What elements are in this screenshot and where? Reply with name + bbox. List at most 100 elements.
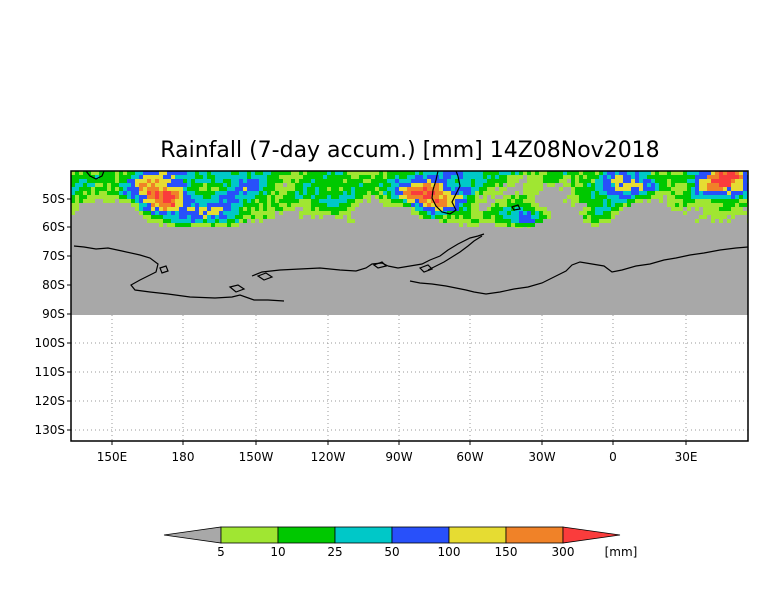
rain-cell [195, 211, 199, 215]
rain-cell [735, 171, 739, 175]
rain-cell [163, 179, 167, 183]
rain-cell [607, 191, 611, 195]
rain-cell [587, 183, 591, 187]
rain-cell [83, 179, 87, 183]
antarctica-coast-east [387, 233, 485, 269]
rain-cell [603, 211, 607, 215]
rain-cell [451, 211, 455, 215]
rain-cell [455, 215, 459, 219]
rain-cell [651, 183, 655, 187]
rain-cell [527, 223, 531, 227]
rain-cell [495, 175, 499, 179]
rain-cell [427, 183, 431, 187]
rain-cell [287, 171, 291, 175]
rain-cell [463, 191, 467, 195]
rain-cell [619, 199, 623, 203]
rain-cell [371, 171, 375, 175]
rain-cell [723, 191, 727, 195]
rain-cell [227, 187, 231, 191]
rain-cell [391, 175, 395, 179]
rain-cell [447, 191, 451, 195]
rain-cell [379, 171, 383, 175]
rain-cell [515, 175, 519, 179]
rain-cell [723, 171, 727, 175]
rain-cell [719, 191, 723, 195]
rain-cell [679, 199, 683, 203]
rain-cell [335, 179, 339, 183]
rain-cell [507, 195, 511, 199]
rain-cell [575, 183, 579, 187]
rain-cell [155, 183, 159, 187]
rain-cell [295, 203, 299, 207]
rain-cell [703, 171, 707, 175]
rain-cell [219, 211, 223, 215]
rain-cell [203, 187, 207, 191]
rain-cell [279, 191, 283, 195]
rain-cell [151, 171, 155, 175]
rain-cell [455, 175, 459, 179]
rain-cell [183, 179, 187, 183]
rain-cell [731, 191, 735, 195]
rain-cell [279, 179, 283, 183]
rain-cell [87, 179, 91, 183]
rain-cell [583, 219, 587, 223]
rain-cell [439, 191, 443, 195]
rain-cell [467, 187, 471, 191]
rain-cell [515, 219, 519, 223]
rain-cell [459, 195, 463, 199]
rain-cell [703, 203, 707, 207]
rain-cell [215, 175, 219, 179]
rain-cell [587, 211, 591, 215]
rain-cell [659, 187, 663, 191]
rain-cell [707, 191, 711, 195]
rain-cell [215, 179, 219, 183]
rain-cell [707, 187, 711, 191]
rain-cell [195, 191, 199, 195]
rain-cell [323, 211, 327, 215]
rain-cell [723, 215, 727, 219]
rain-cell [75, 187, 79, 191]
rain-cell [319, 207, 323, 211]
rain-cell [287, 191, 291, 195]
rain-cell [683, 175, 687, 179]
rain-cell [119, 195, 123, 199]
rain-cell [523, 171, 527, 175]
rain-cell [255, 203, 259, 207]
lon-label: 0 [609, 450, 617, 464]
rain-cell [571, 191, 575, 195]
rain-cell [355, 179, 359, 183]
rain-cell [527, 191, 531, 195]
rain-cell [151, 215, 155, 219]
rain-cell [419, 175, 423, 179]
rain-cell [699, 179, 703, 183]
rain-cell [707, 171, 711, 175]
rain-cell [463, 211, 467, 215]
rain-cell [495, 207, 499, 211]
rain-cell [475, 207, 479, 211]
rain-cell [155, 191, 159, 195]
rain-cell [715, 183, 719, 187]
rain-cell [291, 191, 295, 195]
rain-cell [407, 203, 411, 207]
rain-cell [691, 179, 695, 183]
rain-cell [595, 187, 599, 191]
rain-cell [419, 187, 423, 191]
rain-cell [387, 171, 391, 175]
rain-cell [327, 199, 331, 203]
rain-cell [419, 207, 423, 211]
rain-cell [387, 191, 391, 195]
rain-cell [671, 183, 675, 187]
rain-cell [487, 219, 491, 223]
rain-cell [183, 195, 187, 199]
rain-cell [455, 207, 459, 211]
rain-cell [471, 187, 475, 191]
rain-cell [271, 207, 275, 211]
rain-cell [615, 171, 619, 175]
rain-cell [435, 183, 439, 187]
rain-cell [567, 195, 571, 199]
rain-cell [399, 199, 403, 203]
rain-cell [339, 203, 343, 207]
rain-cell [207, 187, 211, 191]
rain-cell [635, 191, 639, 195]
rain-cell [707, 183, 711, 187]
